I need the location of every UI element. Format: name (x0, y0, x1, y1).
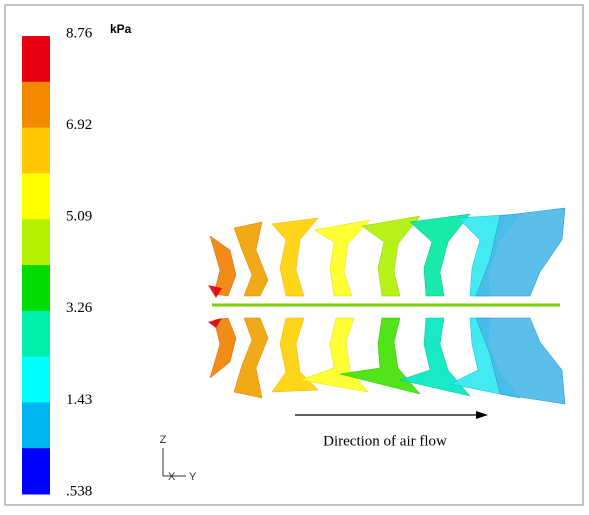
blade (209, 317, 237, 379)
blade (475, 207, 566, 297)
blade (208, 318, 222, 328)
color-band (22, 310, 50, 358)
triad-x: X (168, 471, 176, 483)
axis-triad: Z X Y (160, 434, 197, 483)
blade (208, 285, 222, 298)
color-band (22, 219, 50, 266)
color-band (22, 402, 50, 449)
triad-y: Y (189, 471, 197, 483)
colorbar-label: 5.09 (66, 209, 92, 225)
blade (339, 317, 421, 395)
color-band (22, 356, 50, 403)
blade (271, 217, 319, 297)
blade (361, 215, 421, 297)
blade (233, 317, 269, 399)
color-band (22, 81, 50, 129)
blade (409, 213, 471, 297)
annotation: Direction of air flow (323, 433, 447, 449)
unit-label: kPa (110, 22, 132, 36)
blade (475, 317, 566, 405)
blade (399, 317, 471, 397)
color-band (22, 127, 50, 174)
blade (209, 235, 237, 297)
blade (233, 221, 269, 297)
colorbar-label: 8.76 (66, 25, 93, 41)
colorbar-label: 1.43 (66, 392, 92, 408)
triad-z: Z (160, 434, 167, 446)
flow-field (208, 207, 566, 405)
blade (313, 219, 371, 297)
blade (271, 317, 319, 393)
color-band (22, 448, 50, 495)
colorbar-label: .538 (66, 483, 92, 499)
colorbar (22, 36, 50, 495)
arrow-head (476, 411, 488, 419)
colorbar-label: 3.26 (66, 300, 93, 316)
colorbar-label: 6.92 (66, 117, 92, 133)
color-band (22, 36, 50, 83)
color-band (22, 265, 50, 312)
color-band (22, 173, 50, 220)
